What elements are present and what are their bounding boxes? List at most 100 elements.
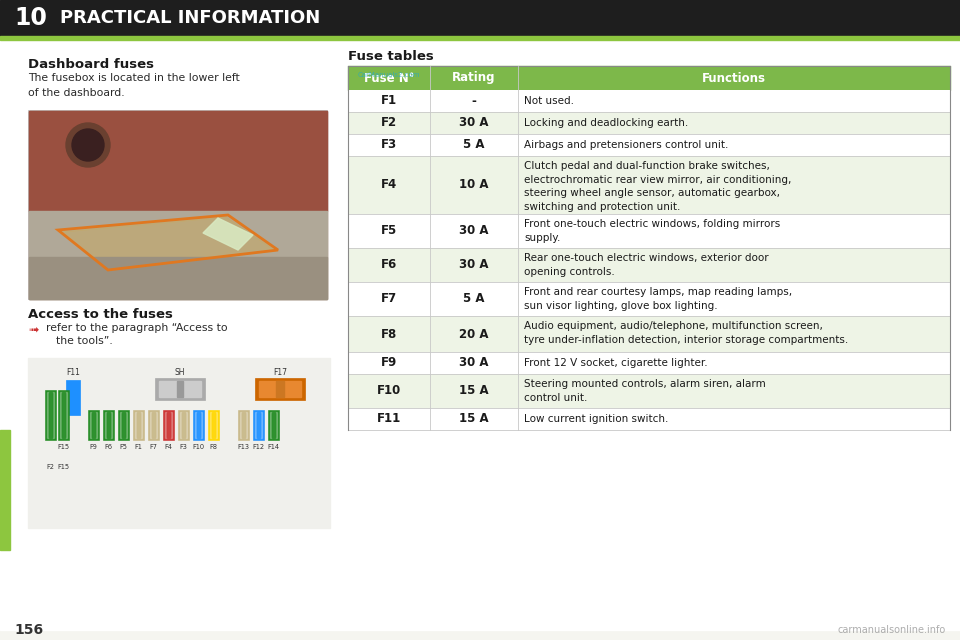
Bar bbox=[276, 381, 284, 397]
Bar bbox=[165, 412, 172, 438]
Bar bbox=[182, 412, 185, 438]
Bar bbox=[155, 378, 205, 400]
Text: 30 A: 30 A bbox=[459, 259, 489, 271]
Text: F3: F3 bbox=[180, 444, 187, 450]
Bar bbox=[29, 211, 327, 299]
Bar bbox=[60, 392, 67, 438]
Circle shape bbox=[72, 129, 104, 161]
Text: Steering mounted controls, alarm siren, alarm
control unit.: Steering mounted controls, alarm siren, … bbox=[524, 379, 766, 403]
Text: CarManuals2.com: CarManuals2.com bbox=[358, 72, 420, 78]
Bar bbox=[348, 282, 950, 316]
Text: Airbags and pretensioners control unit.: Airbags and pretensioners control unit. bbox=[524, 140, 729, 150]
Bar bbox=[180, 412, 187, 438]
Text: ➟: ➟ bbox=[28, 323, 38, 336]
Text: F12: F12 bbox=[252, 444, 265, 450]
Bar bbox=[197, 412, 200, 438]
Text: F6: F6 bbox=[381, 259, 397, 271]
Bar bbox=[29, 257, 327, 299]
Text: F1: F1 bbox=[381, 95, 397, 108]
Bar bbox=[62, 392, 65, 438]
Bar bbox=[268, 410, 279, 440]
Text: carmanualsonline.info: carmanualsonline.info bbox=[838, 625, 946, 635]
Bar bbox=[348, 112, 950, 134]
Bar bbox=[272, 412, 275, 438]
Bar bbox=[255, 412, 262, 438]
Bar bbox=[348, 134, 950, 156]
Bar bbox=[122, 412, 125, 438]
Bar bbox=[253, 410, 264, 440]
Text: F10: F10 bbox=[192, 444, 204, 450]
Text: PRACTICAL INFORMATION: PRACTICAL INFORMATION bbox=[60, 9, 321, 27]
Bar bbox=[348, 156, 950, 214]
Bar bbox=[58, 390, 69, 440]
Text: F11: F11 bbox=[66, 368, 80, 377]
Text: Front one-touch electric windows, folding mirrors
supply.: Front one-touch electric windows, foldin… bbox=[524, 219, 780, 243]
Bar bbox=[105, 412, 112, 438]
Polygon shape bbox=[60, 217, 276, 269]
Bar bbox=[118, 410, 129, 440]
Bar bbox=[348, 316, 950, 352]
Text: F8: F8 bbox=[381, 328, 397, 340]
Bar bbox=[28, 358, 330, 528]
Bar bbox=[242, 412, 245, 438]
Text: F14: F14 bbox=[268, 444, 279, 450]
Bar bbox=[270, 412, 277, 438]
Bar bbox=[45, 390, 56, 440]
Bar bbox=[90, 412, 97, 438]
Bar bbox=[135, 412, 142, 438]
Text: 10 A: 10 A bbox=[459, 179, 489, 191]
Text: 20 A: 20 A bbox=[459, 328, 489, 340]
Text: Audio equipment, audio/telephone, multifunction screen,
tyre under-inflation det: Audio equipment, audio/telephone, multif… bbox=[524, 321, 849, 344]
Bar bbox=[348, 214, 950, 248]
Bar bbox=[137, 412, 140, 438]
Text: -: - bbox=[471, 95, 476, 108]
Text: 30 A: 30 A bbox=[459, 116, 489, 129]
Bar bbox=[0, 36, 960, 40]
Bar bbox=[47, 392, 54, 438]
Bar bbox=[120, 412, 127, 438]
Circle shape bbox=[66, 123, 110, 167]
Bar bbox=[0, 0, 960, 36]
Bar bbox=[49, 392, 52, 438]
Text: 15 A: 15 A bbox=[459, 413, 489, 426]
Bar bbox=[167, 412, 170, 438]
Bar bbox=[28, 110, 328, 300]
Text: 156: 156 bbox=[14, 623, 43, 637]
Text: The fusebox is located in the lower left
of the dashboard.: The fusebox is located in the lower left… bbox=[28, 73, 240, 98]
Text: 5 A: 5 A bbox=[464, 138, 485, 152]
Text: F11: F11 bbox=[377, 413, 401, 426]
Bar bbox=[348, 374, 950, 408]
Text: F2: F2 bbox=[381, 116, 397, 129]
Text: 15 A: 15 A bbox=[459, 385, 489, 397]
Text: SH: SH bbox=[175, 368, 185, 377]
Bar bbox=[163, 410, 174, 440]
Text: F5: F5 bbox=[381, 225, 397, 237]
Bar bbox=[177, 381, 183, 397]
Text: 30 A: 30 A bbox=[459, 225, 489, 237]
Bar bbox=[103, 410, 114, 440]
Text: Dashboard fuses: Dashboard fuses bbox=[28, 58, 154, 71]
Bar bbox=[348, 248, 950, 282]
Text: F9: F9 bbox=[89, 444, 97, 450]
Bar bbox=[348, 66, 950, 90]
Text: Fuse tables: Fuse tables bbox=[348, 50, 434, 63]
Bar bbox=[238, 410, 249, 440]
Bar bbox=[240, 412, 247, 438]
Text: F9: F9 bbox=[381, 356, 397, 369]
Text: 30 A: 30 A bbox=[459, 356, 489, 369]
Bar bbox=[29, 111, 327, 299]
Text: refer to the paragraph “Access to: refer to the paragraph “Access to bbox=[46, 323, 228, 333]
Bar bbox=[29, 111, 327, 211]
Text: F7: F7 bbox=[381, 292, 397, 305]
Bar bbox=[88, 410, 99, 440]
Bar bbox=[148, 410, 159, 440]
Polygon shape bbox=[203, 218, 253, 250]
Text: F3: F3 bbox=[381, 138, 397, 152]
Text: Not used.: Not used. bbox=[524, 96, 574, 106]
Bar bbox=[255, 378, 305, 400]
Bar bbox=[159, 381, 201, 397]
Text: F15: F15 bbox=[58, 464, 69, 470]
Bar bbox=[0, 430, 10, 550]
Bar bbox=[195, 412, 202, 438]
Text: F15: F15 bbox=[58, 444, 69, 450]
